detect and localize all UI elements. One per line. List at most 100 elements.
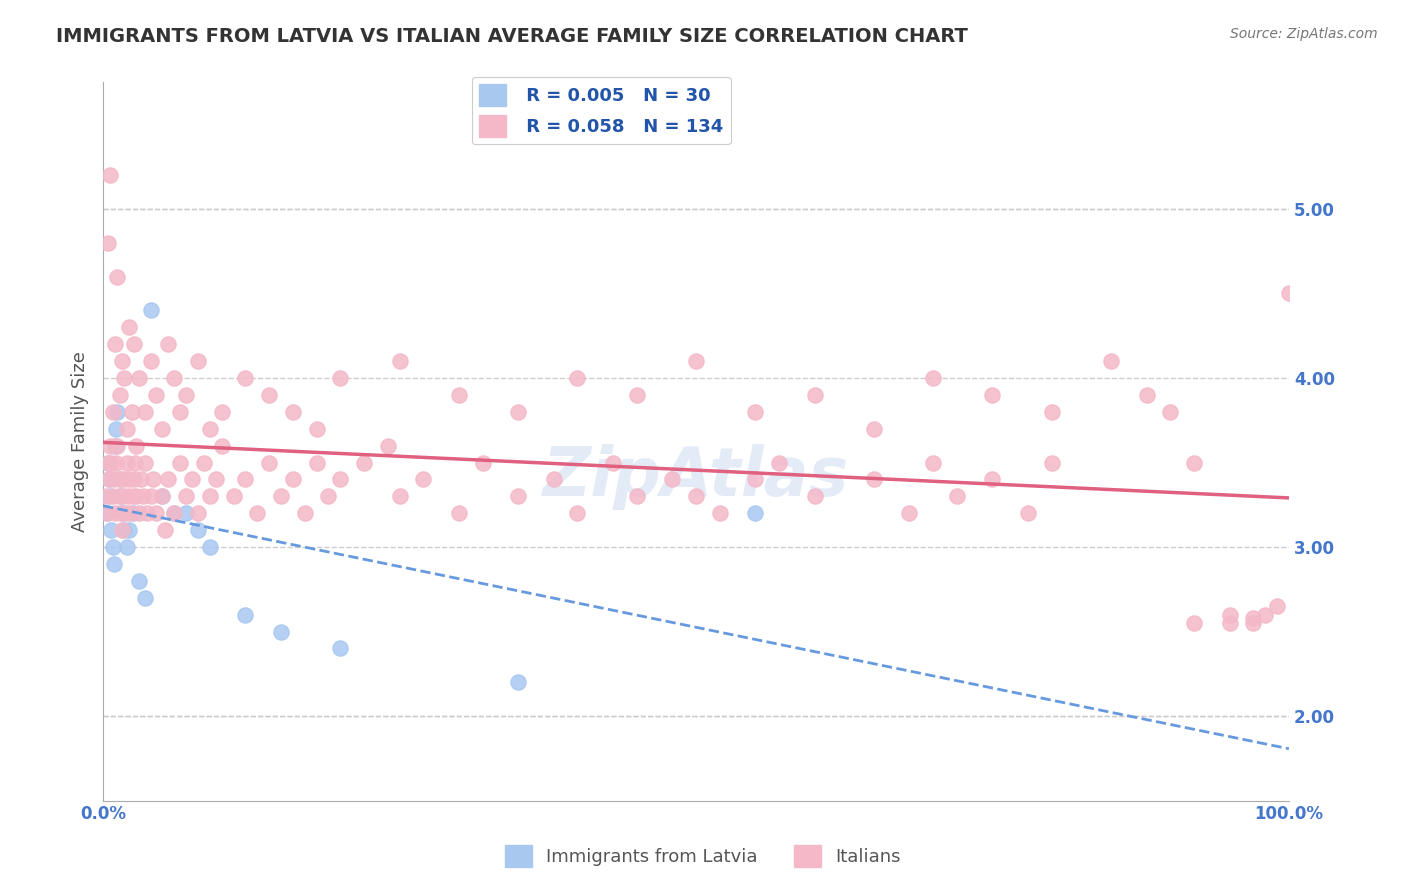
Point <box>115 540 138 554</box>
Point <box>922 456 945 470</box>
Point <box>198 489 221 503</box>
Point <box>270 489 292 503</box>
Point <box>543 472 565 486</box>
Point <box>257 456 280 470</box>
Point <box>169 405 191 419</box>
Point <box>204 472 226 486</box>
Point <box>124 456 146 470</box>
Point <box>121 405 143 419</box>
Point <box>329 371 352 385</box>
Point <box>110 506 132 520</box>
Point <box>97 456 120 470</box>
Point <box>118 320 141 334</box>
Point <box>115 456 138 470</box>
Point <box>1182 456 1205 470</box>
Point <box>136 506 159 520</box>
Point <box>447 388 470 402</box>
Point <box>1182 616 1205 631</box>
Point <box>105 269 128 284</box>
Point <box>121 506 143 520</box>
Point <box>152 489 174 503</box>
Point <box>626 489 648 503</box>
Point <box>211 439 233 453</box>
Point <box>100 523 122 537</box>
Point <box>305 456 328 470</box>
Point <box>187 506 209 520</box>
Point <box>163 371 186 385</box>
Point <box>111 506 134 520</box>
Point <box>108 388 131 402</box>
Point <box>863 422 886 436</box>
Point <box>222 489 245 503</box>
Point <box>153 523 176 537</box>
Point <box>270 624 292 639</box>
Point <box>107 489 129 503</box>
Point <box>193 456 215 470</box>
Point <box>163 506 186 520</box>
Point <box>898 506 921 520</box>
Point <box>1219 607 1241 622</box>
Point <box>803 489 825 503</box>
Point <box>211 405 233 419</box>
Point <box>120 506 142 520</box>
Point <box>981 388 1004 402</box>
Point <box>377 439 399 453</box>
Point <box>117 489 139 503</box>
Point <box>1017 506 1039 520</box>
Point <box>108 472 131 486</box>
Point <box>246 506 269 520</box>
Point <box>709 506 731 520</box>
Point <box>100 456 122 470</box>
Point <box>139 354 162 368</box>
Point <box>169 456 191 470</box>
Point <box>103 557 125 571</box>
Point <box>1265 599 1288 614</box>
Point <box>981 472 1004 486</box>
Point <box>946 489 969 503</box>
Point <box>1099 354 1122 368</box>
Point <box>157 472 180 486</box>
Point <box>281 405 304 419</box>
Point <box>139 303 162 318</box>
Y-axis label: Average Family Size: Average Family Size <box>72 351 89 532</box>
Point <box>114 371 136 385</box>
Point <box>118 523 141 537</box>
Point <box>1159 405 1181 419</box>
Point <box>181 472 204 486</box>
Point <box>1278 286 1301 301</box>
Point <box>685 489 707 503</box>
Point <box>1136 388 1159 402</box>
Point <box>626 388 648 402</box>
Point <box>128 371 150 385</box>
Point <box>685 354 707 368</box>
Point <box>108 472 131 486</box>
Point <box>567 371 589 385</box>
Point <box>128 506 150 520</box>
Point <box>134 456 156 470</box>
Point <box>744 472 766 486</box>
Point <box>187 354 209 368</box>
Point <box>114 472 136 486</box>
Point <box>97 235 120 250</box>
Point <box>97 456 120 470</box>
Point <box>125 489 148 503</box>
Point <box>98 472 121 486</box>
Point <box>152 422 174 436</box>
Point <box>198 540 221 554</box>
Point <box>96 506 118 520</box>
Point <box>98 439 121 453</box>
Point <box>111 354 134 368</box>
Point <box>122 472 145 486</box>
Point <box>105 439 128 453</box>
Point <box>353 456 375 470</box>
Point <box>98 472 121 486</box>
Point <box>235 371 257 385</box>
Point <box>174 489 197 503</box>
Point <box>101 489 124 503</box>
Point <box>602 456 624 470</box>
Point <box>768 456 790 470</box>
Point <box>508 675 530 690</box>
Point <box>103 472 125 486</box>
Point <box>152 489 174 503</box>
Point <box>329 641 352 656</box>
